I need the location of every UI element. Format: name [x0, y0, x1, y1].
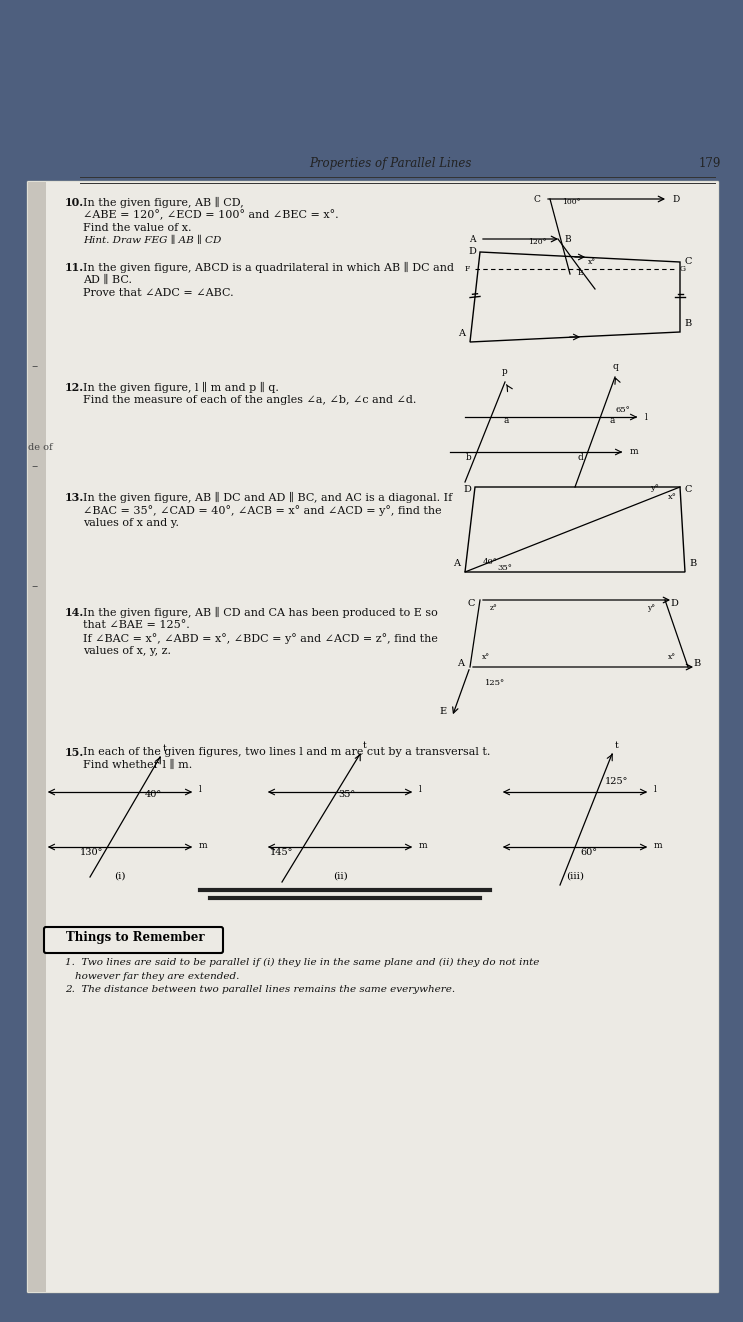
Text: 40°: 40° [483, 558, 498, 566]
Text: however far they are extended.: however far they are extended. [75, 972, 239, 981]
Text: 125°: 125° [605, 777, 629, 787]
Text: l: l [419, 785, 422, 795]
Text: d: d [578, 453, 584, 461]
Text: z°: z° [490, 604, 498, 612]
Text: D: D [468, 247, 476, 256]
Text: 1.  Two lines are said to be parallel if (i) they lie in the same plane and (ii): 1. Two lines are said to be parallel if … [65, 958, 539, 968]
Text: Prove that ∠ADC = ∠ABC.: Prove that ∠ADC = ∠ABC. [83, 288, 233, 297]
Text: ∠BAC = 35°, ∠CAD = 40°, ∠ACB = x° and ∠ACD = y°, find the: ∠BAC = 35°, ∠CAD = 40°, ∠ACB = x° and ∠A… [83, 505, 441, 516]
Text: C: C [533, 194, 540, 204]
Text: A: A [453, 559, 461, 568]
FancyBboxPatch shape [44, 927, 223, 953]
Text: F: F [465, 264, 470, 274]
Text: values of x and y.: values of x and y. [83, 518, 179, 527]
Text: G: G [680, 264, 686, 274]
Text: a: a [610, 416, 615, 424]
Text: that ∠BAE = 125°.: that ∠BAE = 125°. [83, 620, 189, 631]
Text: A: A [470, 234, 476, 243]
Text: 35°: 35° [338, 791, 355, 798]
Text: C: C [684, 484, 692, 493]
Text: AD ∥ BC.: AD ∥ BC. [83, 275, 132, 286]
Text: (iii): (iii) [566, 873, 584, 880]
Text: (ii): (ii) [333, 873, 348, 880]
Text: B: B [564, 234, 571, 243]
Text: 65°: 65° [615, 406, 630, 414]
Text: 179: 179 [699, 157, 721, 171]
Text: 100°: 100° [562, 198, 580, 206]
Text: 125°: 125° [485, 680, 505, 687]
Text: C: C [684, 258, 692, 267]
Text: y°: y° [647, 604, 655, 612]
Text: In the given figure, l ∥ m and p ∥ q.: In the given figure, l ∥ m and p ∥ q. [83, 382, 279, 393]
Text: x°: x° [588, 258, 596, 266]
Text: ∠ABE = 120°, ∠ECD = 100° and ∠BEC = x°.: ∠ABE = 120°, ∠ECD = 100° and ∠BEC = x°. [83, 210, 339, 221]
Text: b: b [466, 453, 472, 461]
Text: values of x, y, z.: values of x, y, z. [83, 646, 171, 656]
Text: (i): (i) [114, 873, 126, 880]
Text: t: t [363, 742, 367, 750]
Text: Find the measure of each of the angles ∠a, ∠b, ∠c and ∠d.: Find the measure of each of the angles ∠… [83, 395, 416, 405]
Text: 10.: 10. [65, 197, 84, 208]
Text: Hint. Draw FEG ∥ AB ∥ CD: Hint. Draw FEG ∥ AB ∥ CD [83, 237, 221, 246]
Text: q: q [612, 362, 618, 371]
Text: 14.: 14. [65, 607, 84, 617]
Text: C: C [467, 599, 475, 608]
Text: 11.: 11. [65, 262, 84, 274]
Text: 13.: 13. [65, 492, 84, 502]
Text: D: D [672, 194, 679, 204]
Text: 2.  The distance between two parallel lines remains the same everywhere.: 2. The distance between two parallel lin… [65, 985, 455, 994]
Bar [28, 182, 46, 1292]
Text: l: l [645, 412, 648, 422]
Text: In the given figure, AB ∥ CD,: In the given figure, AB ∥ CD, [83, 197, 244, 208]
Text: x°: x° [668, 653, 676, 661]
Text: –: – [32, 580, 38, 594]
Text: Find the value of x.: Find the value of x. [83, 223, 192, 233]
Text: D: D [463, 484, 471, 493]
Text: Properties of Parallel Lines: Properties of Parallel Lines [309, 157, 471, 171]
Text: p: p [502, 368, 508, 375]
Text: E: E [577, 268, 583, 278]
Text: l: l [654, 785, 657, 795]
Text: In the given figure, AB ∥ DC and AD ∥ BC, and AC is a diagonal. If: In the given figure, AB ∥ DC and AD ∥ BC… [83, 492, 452, 504]
Text: A: A [458, 329, 466, 338]
Text: B: B [684, 320, 692, 328]
Text: t: t [163, 744, 166, 754]
Text: Find whether l ∥ m.: Find whether l ∥ m. [83, 760, 192, 771]
Text: l: l [199, 785, 202, 795]
Text: In each of the given figures, two lines l and m are cut by a transversal t.: In each of the given figures, two lines … [83, 747, 490, 758]
Text: B: B [693, 660, 701, 669]
Text: t: t [615, 742, 619, 750]
Text: 40°: 40° [145, 791, 162, 798]
Text: 15.: 15. [65, 747, 84, 758]
Text: y°: y° [650, 484, 659, 492]
Text: 35°: 35° [497, 564, 512, 572]
Text: 12.: 12. [65, 382, 84, 393]
Text: m: m [419, 841, 428, 850]
Text: –: – [32, 361, 38, 374]
Text: If ∠BAC = x°, ∠ABD = x°, ∠BDC = y° and ∠ACD = z°, find the: If ∠BAC = x°, ∠ABD = x°, ∠BDC = y° and ∠… [83, 633, 438, 644]
Text: In the given figure, AB ∥ CD and CA has been produced to E so: In the given figure, AB ∥ CD and CA has … [83, 607, 438, 619]
Text: x°: x° [668, 493, 677, 501]
Text: A: A [458, 660, 464, 669]
FancyBboxPatch shape [27, 181, 719, 1293]
Text: 120°: 120° [528, 238, 547, 246]
Text: In the given figure, ABCD is a quadrilateral in which AB ∥ DC and: In the given figure, ABCD is a quadrilat… [83, 262, 454, 274]
Text: x°: x° [482, 653, 490, 661]
Text: E: E [439, 707, 447, 717]
Text: D: D [670, 599, 678, 608]
Text: a: a [503, 416, 508, 424]
Text: Things to Remember: Things to Remember [65, 932, 204, 944]
Text: de of: de of [27, 443, 52, 452]
Text: –: – [32, 460, 38, 473]
Text: m: m [630, 448, 639, 456]
Text: 145°: 145° [270, 847, 293, 857]
Text: m: m [654, 841, 663, 850]
Text: B: B [690, 559, 697, 568]
Text: m: m [199, 841, 207, 850]
Text: 60°: 60° [580, 847, 597, 857]
Text: 130°: 130° [80, 847, 103, 857]
